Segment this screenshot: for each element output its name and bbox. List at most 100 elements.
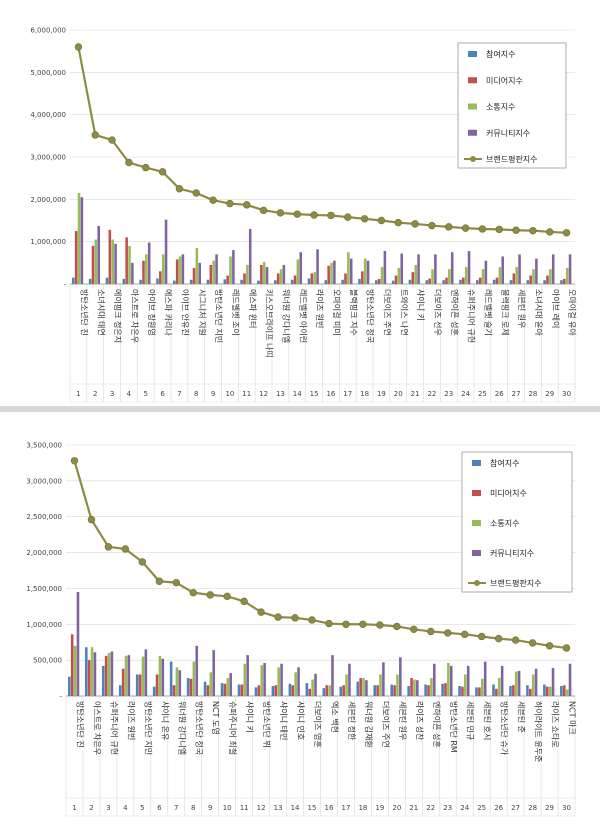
- legend-label: 참여지수: [490, 458, 519, 468]
- bar-community: [399, 657, 402, 696]
- brand-point: [411, 220, 419, 228]
- y-tick-label: 3,000,000: [26, 477, 62, 485]
- brand-point: [206, 591, 214, 599]
- bar-communication: [161, 254, 165, 284]
- bar-participation: [390, 684, 393, 696]
- category-number: 29: [545, 390, 554, 398]
- bar-media: [209, 264, 213, 284]
- brand-point: [344, 213, 352, 221]
- category-number: 12: [257, 804, 266, 812]
- bar-community: [568, 254, 572, 284]
- bar-participation: [375, 280, 378, 284]
- bar-communication: [229, 256, 232, 284]
- bar-media: [546, 275, 549, 284]
- category-number: 8: [191, 804, 195, 812]
- bar-communication: [363, 258, 367, 284]
- bar-communication: [145, 254, 148, 284]
- legend-label: 소통지수: [490, 519, 519, 528]
- category-label: 블랙핑크 지수: [349, 289, 359, 336]
- bar-communication: [260, 665, 264, 696]
- category-number: 7: [174, 804, 178, 812]
- category-label: 방탄소년단 정국: [366, 289, 376, 343]
- bar-participation: [288, 683, 292, 696]
- brand-point: [87, 515, 96, 524]
- category-number: 27: [512, 390, 521, 398]
- bar-media: [325, 685, 329, 696]
- category-number: 29: [545, 804, 554, 812]
- brand-point: [376, 621, 384, 629]
- bar-communication: [379, 674, 382, 696]
- bar-community: [144, 649, 148, 696]
- bar-communication: [565, 267, 569, 284]
- category-number: 11: [242, 390, 251, 398]
- category-label: 샤이니 태민: [279, 701, 289, 740]
- bar-community: [97, 226, 100, 284]
- category-label: 샤이니 민호: [296, 701, 306, 740]
- brand-reputation-chart-2: - 500,000 1,000,000 1,500,000 2,000,000 2,500…: [0, 412, 600, 827]
- bar-media: [276, 273, 280, 284]
- category-number: 6: [160, 390, 165, 398]
- bar-media: [393, 685, 396, 696]
- category-label: 세븐틴 준: [517, 701, 527, 733]
- category-number: 14: [293, 390, 302, 398]
- category-label: 워너원 강다니엘: [281, 289, 291, 343]
- category-number: 20: [392, 804, 401, 812]
- bar-participation: [441, 683, 444, 696]
- bar-communication: [430, 678, 433, 696]
- legend-label: 브랜드평판지수: [486, 154, 538, 164]
- bar-media: [445, 277, 448, 284]
- bar-media: [361, 271, 364, 284]
- brand-point: [327, 211, 335, 220]
- bar-communication: [212, 260, 215, 284]
- category-label: 방탄소년단 정국: [194, 701, 204, 755]
- bar-community: [466, 665, 470, 696]
- legend-swatch: [472, 460, 481, 466]
- bar-communication: [447, 663, 450, 696]
- bar-media: [108, 229, 112, 284]
- bar-communication: [243, 663, 247, 696]
- bar-communication: [532, 269, 535, 284]
- category-label: 세븐틴 호시: [483, 701, 493, 740]
- brand-point: [259, 206, 268, 215]
- category-number: 25: [478, 390, 487, 398]
- category-number: 5: [144, 390, 148, 398]
- legend-swatch-point: [470, 156, 476, 162]
- category-number: 21: [409, 804, 418, 812]
- bar-communication: [277, 667, 280, 696]
- brand-point: [189, 589, 197, 597]
- category-number: 18: [360, 390, 369, 398]
- brand-point: [562, 229, 571, 237]
- bar-community: [568, 663, 572, 696]
- category-label: 워너원 김재환: [364, 701, 374, 748]
- brand-point: [427, 627, 435, 636]
- category-number: 14: [291, 804, 300, 812]
- category-label: 에이핑크 정은지: [113, 289, 123, 343]
- y-tick-label: 3,500,000: [26, 442, 62, 450]
- y-tick-label: 6,000,000: [30, 27, 66, 35]
- category-number: 22: [426, 804, 435, 812]
- brand-reputation-chart-1: - 1,000,000 2,000,000 3,000,000 4,000,000 5,0…: [0, 0, 600, 406]
- bar-communication: [330, 262, 333, 284]
- legend-label: 커뮤니티지수: [490, 548, 534, 558]
- bar-media: [121, 668, 125, 696]
- category-label: 레드벨벳 아이린: [298, 289, 308, 343]
- brand-point: [158, 168, 167, 176]
- brand-point: [394, 218, 402, 227]
- category-number: 5: [140, 804, 144, 812]
- bar-community: [331, 655, 334, 696]
- y-tick-label: -: [59, 693, 62, 701]
- bar-communication: [413, 679, 416, 696]
- category-label: 방탄소년단 뷔: [262, 701, 272, 748]
- bar-communication: [397, 267, 401, 284]
- category-number: 21: [411, 390, 420, 398]
- legend-label: 미디어지수: [490, 488, 527, 498]
- category-label: NCT 마크: [568, 701, 577, 735]
- bar-community: [382, 662, 385, 696]
- bar-community: [246, 655, 249, 696]
- category-label: 세븐틴 민규: [466, 701, 476, 740]
- bar-community: [432, 663, 436, 696]
- bar-community: [517, 670, 521, 696]
- brand-point: [308, 616, 316, 624]
- category-number: 10: [225, 390, 234, 398]
- bar-media: [359, 678, 362, 696]
